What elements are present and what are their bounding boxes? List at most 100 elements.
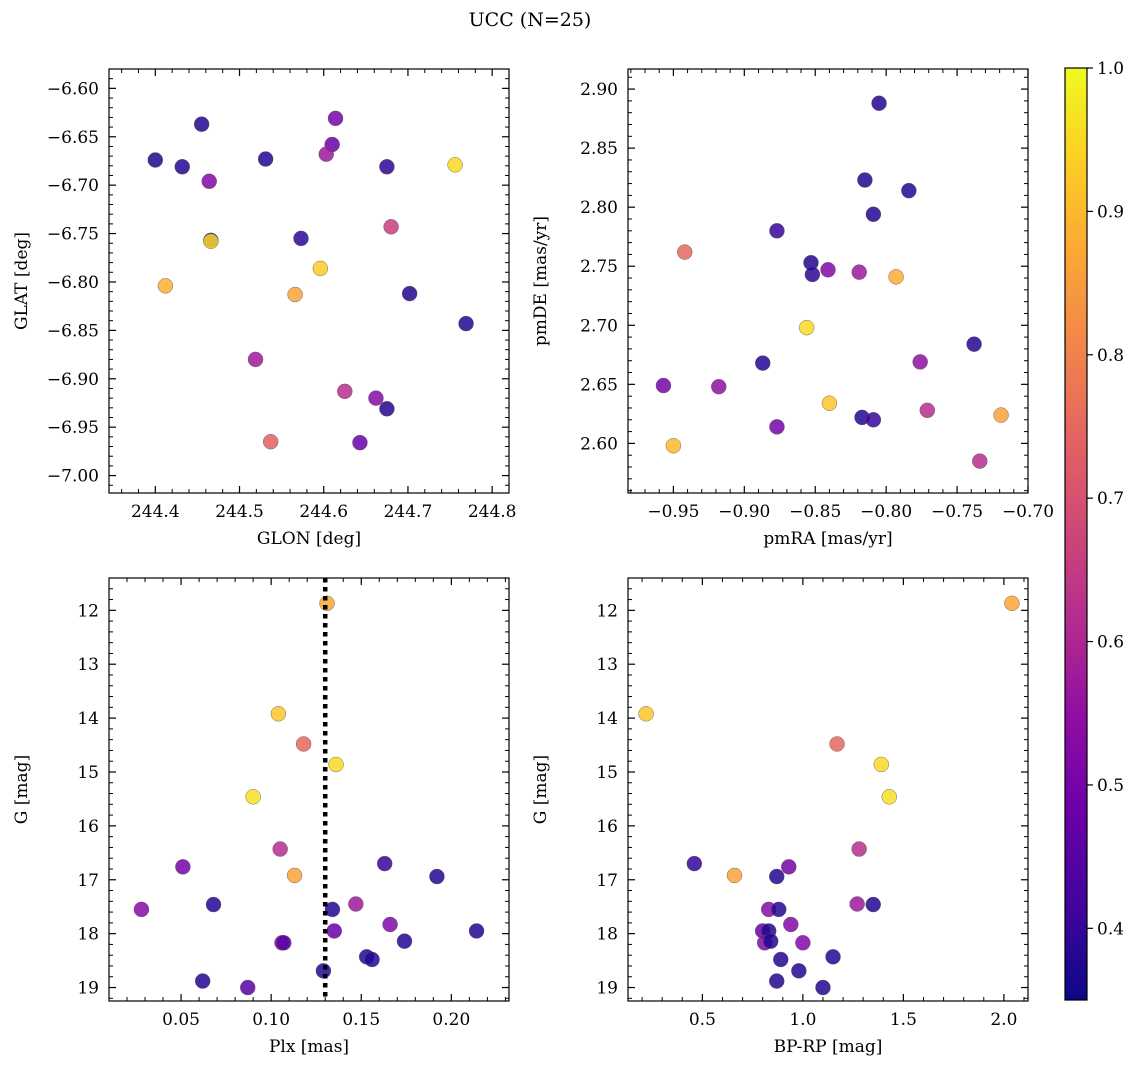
- data-point: [247, 351, 264, 368]
- data-point: [270, 706, 287, 722]
- data-point: [194, 973, 211, 989]
- data-point: [379, 401, 395, 417]
- colorbar-tick-label: 0.5: [1097, 776, 1124, 796]
- data-point: [795, 935, 811, 951]
- data-point: [783, 916, 799, 933]
- data-point: [318, 146, 334, 162]
- data-point: [379, 159, 395, 175]
- data-point: [383, 219, 399, 235]
- y-tick-label: −6.65: [47, 128, 99, 148]
- y-tick-label: −6.95: [47, 418, 99, 438]
- data-points: [638, 595, 1020, 996]
- data-point: [328, 756, 344, 773]
- colorbar-gradient: [1065, 68, 1087, 1000]
- colorbar-tick-label: 0.4: [1097, 919, 1124, 939]
- plot-frame: [627, 68, 1029, 494]
- y-tick-label: 14: [596, 709, 618, 729]
- y-tick-label: 12: [596, 601, 618, 621]
- data-point: [147, 152, 164, 168]
- colorbar-tick-label: 0.6: [1097, 633, 1124, 653]
- data-point: [966, 336, 982, 352]
- data-points: [655, 95, 1009, 469]
- scatter-panel-3: 0.05 0.10 0.15 0.20 12 13 14 15 16 17 18 19 Plx [mas…: [12, 577, 510, 1057]
- data-point: [276, 935, 292, 951]
- data-point: [769, 973, 785, 989]
- x-tick-label: 0.10: [252, 1010, 290, 1030]
- y-tick-label: 2.75: [580, 257, 618, 277]
- y-tick-label: 16: [77, 817, 99, 837]
- y-axis-label: pmDE [mas/yr]: [531, 216, 551, 346]
- data-point: [755, 355, 771, 371]
- data-point: [174, 159, 190, 175]
- data-point: [348, 896, 364, 912]
- y-tick-label: 2.85: [580, 139, 618, 159]
- data-point: [655, 377, 672, 394]
- data-point: [364, 951, 380, 968]
- x-tick-label: −0.80: [860, 502, 912, 522]
- x-tick-label: 244.8: [468, 502, 517, 522]
- data-point: [638, 706, 654, 722]
- data-point: [769, 868, 785, 885]
- data-point: [888, 269, 904, 285]
- x-axis-label: BP-RP [mag]: [774, 1037, 883, 1057]
- x-tick-label: −0.90: [718, 502, 770, 522]
- y-tick-label: 17: [596, 871, 618, 891]
- y-tick-label: 13: [77, 655, 99, 675]
- data-point: [203, 233, 219, 250]
- data-point: [865, 412, 882, 428]
- data-point: [337, 383, 353, 400]
- data-point: [175, 859, 191, 875]
- data-points: [147, 110, 474, 451]
- x-tick-label: 244.5: [215, 502, 264, 522]
- y-tick-label: −6.80: [47, 273, 99, 293]
- data-point: [326, 923, 342, 939]
- x-axis-label: pmRA [mas/yr]: [763, 529, 892, 549]
- data-point: [804, 266, 821, 283]
- data-point: [193, 116, 210, 132]
- data-point: [769, 419, 785, 435]
- y-tick-label: −7.00: [47, 467, 99, 487]
- data-point: [771, 901, 787, 918]
- y-tick-label: 19: [596, 979, 618, 999]
- plot-frame: [108, 577, 510, 1002]
- data-point: [1004, 595, 1020, 612]
- y-tick-label: 19: [77, 979, 99, 999]
- scatter-panel-2: −0.95 −0.90 −0.85 −0.80 −0.75 −0.70 2.60 2.65 2.…: [531, 68, 1054, 549]
- data-point: [686, 855, 703, 872]
- data-point: [468, 923, 485, 939]
- data-point: [763, 933, 779, 949]
- x-tick-label: 0.05: [162, 1010, 200, 1030]
- data-point: [726, 867, 743, 884]
- y-tick-label: 16: [596, 817, 618, 837]
- data-point: [286, 867, 303, 884]
- x-axis-label: Plx [mas]: [269, 1037, 349, 1057]
- y-tick-label: 18: [596, 925, 618, 945]
- data-point: [201, 173, 217, 189]
- x-tick-label: −0.75: [931, 502, 983, 522]
- plot-frame: [108, 68, 510, 494]
- x-tick-label: 2.0: [990, 1010, 1017, 1030]
- data-point: [865, 206, 882, 222]
- data-point: [382, 916, 398, 933]
- data-point: [133, 901, 150, 918]
- data-point: [711, 379, 727, 395]
- scatter-panel-4: 0.5 1.0 1.5 2.0 12 13 14 15 16 17 18 19 BP-RP [mag] G…: [531, 577, 1029, 1057]
- y-tick-label: −6.70: [47, 176, 99, 196]
- colorbar-tick-label: 0.8: [1097, 346, 1124, 366]
- y-tick-label: 2.80: [580, 198, 618, 218]
- data-point: [293, 230, 309, 247]
- colorbar: 0.4 0.5 0.6 0.7 0.8 0.9 1.0: [1064, 59, 1124, 1001]
- data-point: [857, 172, 873, 188]
- colorbar-tick-label: 1.0: [1097, 59, 1124, 79]
- y-tick-label: 2.65: [580, 375, 618, 395]
- data-point: [287, 286, 303, 303]
- y-tick-label: 13: [596, 655, 618, 675]
- y-tick-label: 18: [77, 925, 99, 945]
- data-point: [873, 756, 889, 773]
- data-point: [815, 979, 831, 996]
- data-point: [781, 859, 797, 875]
- plot-frame: [627, 577, 1029, 1002]
- data-point: [157, 278, 174, 294]
- figure-title: UCC (N=25): [469, 9, 592, 31]
